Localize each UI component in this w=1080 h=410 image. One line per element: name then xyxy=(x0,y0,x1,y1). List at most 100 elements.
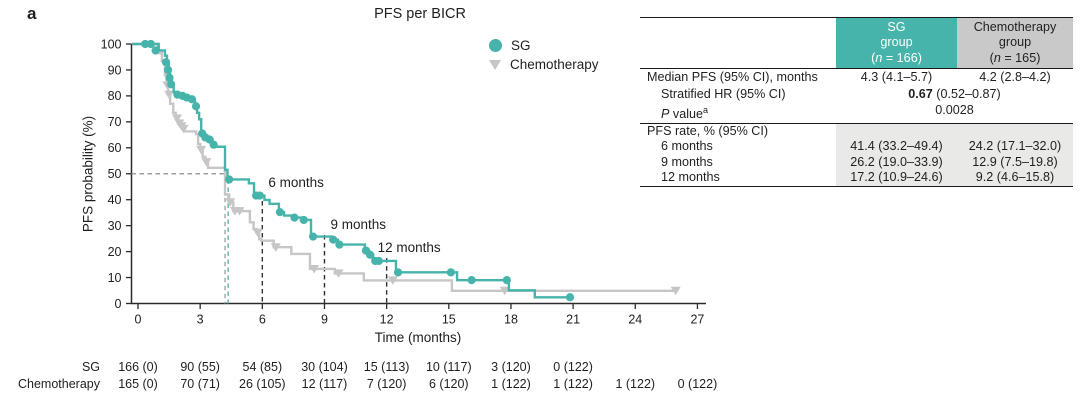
x-tick-label: 27 xyxy=(690,313,704,327)
censor-circle-icon xyxy=(308,232,318,241)
number-at-risk-row-sg: SG 166 (0) 90 (55) 54 (85) 30 (104) 15 (113)… xyxy=(0,360,1080,375)
sg-circle-marker-icon xyxy=(489,39,502,52)
censor-triangle-icon xyxy=(252,228,263,238)
censor-marks xyxy=(141,39,575,302)
censor-circle-icon xyxy=(151,46,160,55)
x-tick-label: 18 xyxy=(504,313,518,327)
sg-group-name: SG xyxy=(887,20,906,34)
risk-count: 165 (0) xyxy=(118,377,158,391)
sg-curve xyxy=(132,39,575,302)
censor-triangle-icon xyxy=(171,114,182,123)
chemotherapy-triangle-marker-icon xyxy=(489,59,501,70)
risk-count: 54 (85) xyxy=(242,360,283,374)
x-tick-label: 9 xyxy=(321,313,328,327)
pfs-rate-6mo-chemo-value: 24.2 (17.1–32.0) xyxy=(957,139,1073,155)
censor-circle-icon xyxy=(299,215,308,225)
censor-marks xyxy=(162,81,681,296)
censor-circle-icon xyxy=(565,293,575,302)
p-value: 0.0028 xyxy=(935,103,974,117)
risk-count: 1 (122) xyxy=(491,377,531,391)
risk-count: 70 (71) xyxy=(180,377,220,391)
censor-circle-icon xyxy=(187,95,196,104)
censor-circle-icon xyxy=(225,175,234,184)
p-value-label: P valuea xyxy=(661,105,709,122)
chemo-group-n: (n = 165) xyxy=(989,50,1041,65)
risk-count: 0 (122) xyxy=(677,377,718,391)
legend: SG Chemotherapy xyxy=(489,36,599,74)
stats-table-header: SG group (n = 166) Chemotherapy group (n… xyxy=(640,18,1073,69)
risk-count: 30 (104) xyxy=(301,360,348,374)
censor-triangle-icon xyxy=(387,276,398,285)
censor-circle-icon xyxy=(365,250,375,259)
censor-circle-icon xyxy=(290,213,299,222)
median-pfs-chemo-value: 4.2 (2.8–4.2) xyxy=(979,70,1051,84)
risk-count: 3 (120) xyxy=(491,360,531,374)
row-pfs-rate-9mo: 9 months 26.2 (19.0–33.9) 12.9 (7.5–19.8… xyxy=(640,154,1073,171)
risk-count: 90 (55) xyxy=(180,360,220,374)
censor-circle-icon xyxy=(446,268,455,277)
risk-count: 0 (122) xyxy=(553,360,593,374)
x-tick-label: 12 xyxy=(380,313,394,327)
pfs-rate-12mo-sg-value: 17.2 (10.9–24.6) xyxy=(836,170,957,186)
pfs-rate-section-label: PFS rate, % (95% CI) xyxy=(647,123,769,138)
x-tick-label: 15 xyxy=(442,313,456,327)
median-pfs-label: Median PFS (95% CI), months xyxy=(647,70,818,84)
x-axis-ticks: 0 3 6 9 12 15 18 21 24 27 xyxy=(135,303,704,327)
x-tick-label: 24 xyxy=(628,313,642,327)
y-tick-label: 10 xyxy=(108,271,122,285)
landmark-label-6mo: 6 months xyxy=(268,175,324,190)
censor-circle-icon xyxy=(329,235,338,244)
pfs-rate-section-spacer xyxy=(836,123,1073,140)
x-tick-label: 0 xyxy=(135,313,142,327)
x-tick-label: 6 xyxy=(259,313,266,327)
censor-circle-icon xyxy=(393,268,403,277)
risk-count: 1 (122) xyxy=(553,377,593,391)
censor-triangle-icon xyxy=(309,264,320,274)
censor-circle-icon xyxy=(163,65,173,75)
row-median-pfs: Median PFS (95% CI), months 4.3 (4.1–5.7… xyxy=(640,69,1073,86)
legend-label-sg: SG xyxy=(511,38,531,53)
row-stratified-hr: Stratified HR (95% CI) 0.67 (0.52–0.87) xyxy=(640,86,1073,103)
panel-label: a xyxy=(27,4,37,23)
censor-circle-icon xyxy=(374,256,383,266)
risk-count: 12 (117) xyxy=(301,377,348,391)
pfs-rate-9mo-chemo-value: 12.9 (7.5–19.8) xyxy=(957,154,1073,171)
y-axis-ticks: 0 10 20 30 40 50 60 70 80 90 100 xyxy=(101,37,132,311)
censor-triangle-icon xyxy=(201,158,212,167)
pfs-rate-9mo-label: 9 months xyxy=(661,154,713,169)
risk-count: 10 (117) xyxy=(425,360,472,374)
risk-row-label: Chemotherapy xyxy=(18,377,100,391)
x-tick-label: 21 xyxy=(566,313,580,327)
chemo-group-name: Chemotherapy xyxy=(973,20,1057,34)
y-tick-label: 70 xyxy=(108,115,122,129)
km-plot: 0 10 20 30 40 50 60 70 80 90 100 0 3 6 9 12 15 18 21 24 27 6 … xyxy=(101,37,706,327)
risk-count: 7 (120) xyxy=(366,377,407,391)
chemo-group-word: group xyxy=(998,35,1032,50)
censor-triangle-icon xyxy=(333,269,344,278)
censor-triangle-icon xyxy=(178,124,189,134)
sg-group-n: (n = 166) xyxy=(871,50,922,65)
row-pfs-rate-12mo: 12 months 17.2 (10.9–24.6) 9.2 (4.6–15.8… xyxy=(640,170,1073,186)
legend-label-chemotherapy: Chemotherapy xyxy=(510,57,599,72)
censor-circle-icon xyxy=(335,240,344,249)
legend-item-chemotherapy: Chemotherapy xyxy=(489,55,599,74)
censor-circle-icon xyxy=(255,191,264,200)
censor-triangle-icon xyxy=(270,243,281,252)
landmark-labels: 6 months 9 months 12 months xyxy=(268,175,441,255)
landmark-label-9mo: 9 months xyxy=(330,217,386,232)
stats-table: SG group (n = 166) Chemotherapy group (n… xyxy=(640,17,1073,187)
censor-triangle-icon xyxy=(164,90,175,100)
censor-triangle-icon xyxy=(225,198,236,207)
censor-circle-icon xyxy=(167,80,176,89)
chart-title: PFS per BICR xyxy=(374,6,466,22)
pfs-rate-12mo-chemo-value: 9.2 (4.6–15.8) xyxy=(957,170,1073,186)
censor-circle-icon xyxy=(191,102,201,111)
pfs-rate-6mo-sg-value: 41.4 (33.2–49.4) xyxy=(836,139,957,155)
risk-count: 26 (105) xyxy=(239,377,286,391)
censor-triangle-icon xyxy=(196,145,207,155)
censor-circle-icon xyxy=(146,39,155,49)
y-tick-label: 80 xyxy=(108,89,122,103)
chemotherapy-curve xyxy=(132,42,681,296)
censor-triangle-icon xyxy=(499,286,510,296)
x-tick-label: 3 xyxy=(197,313,204,327)
